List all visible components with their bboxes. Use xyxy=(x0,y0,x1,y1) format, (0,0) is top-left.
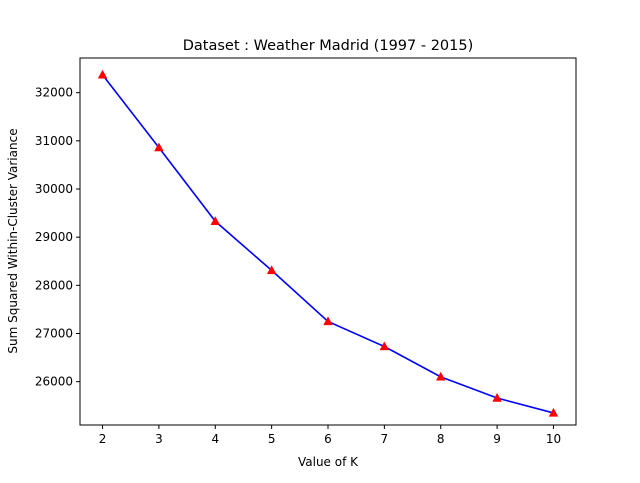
y-tick-label: 26000 xyxy=(35,375,73,389)
data-point xyxy=(266,265,277,275)
y-axis-label: Sum Squared Within-Cluster Variance xyxy=(6,128,20,353)
plot-frame xyxy=(79,57,577,426)
data-point xyxy=(154,142,164,152)
y-tick-label: 29000 xyxy=(35,230,73,244)
data-point xyxy=(323,316,333,326)
x-tick-label: 5 xyxy=(268,432,276,446)
x-tick-label: 7 xyxy=(381,432,389,446)
data-point xyxy=(379,341,390,351)
data-point xyxy=(548,407,559,417)
chart-title: Dataset : Weather Madrid (1997 - 2015) xyxy=(183,38,474,54)
y-tick-label: 30000 xyxy=(35,182,73,196)
y-tick-label: 32000 xyxy=(35,86,73,100)
x-axis-label: Value of K xyxy=(298,455,359,469)
data-point xyxy=(435,371,446,381)
y-axis: 26000 27000 28000 29000 30000 31000 32000 xyxy=(35,86,80,389)
data-point xyxy=(210,216,221,225)
x-tick-label: 6 xyxy=(324,432,332,446)
x-tick-label: 10 xyxy=(546,432,561,446)
x-axis: 2 3 4 5 6 7 8 9 10 xyxy=(99,425,561,446)
x-tick-label: 2 xyxy=(99,432,107,446)
x-tick-label: 9 xyxy=(493,432,501,446)
data-point xyxy=(492,392,502,402)
y-tick-label: 27000 xyxy=(35,326,73,340)
y-tick-label: 28000 xyxy=(35,278,73,292)
x-tick-label: 4 xyxy=(211,432,219,446)
y-tick-label: 31000 xyxy=(35,134,73,148)
x-tick-label: 3 xyxy=(155,432,163,446)
series-layer xyxy=(97,69,559,417)
data-point xyxy=(97,69,108,79)
x-tick-label: 8 xyxy=(437,432,445,446)
